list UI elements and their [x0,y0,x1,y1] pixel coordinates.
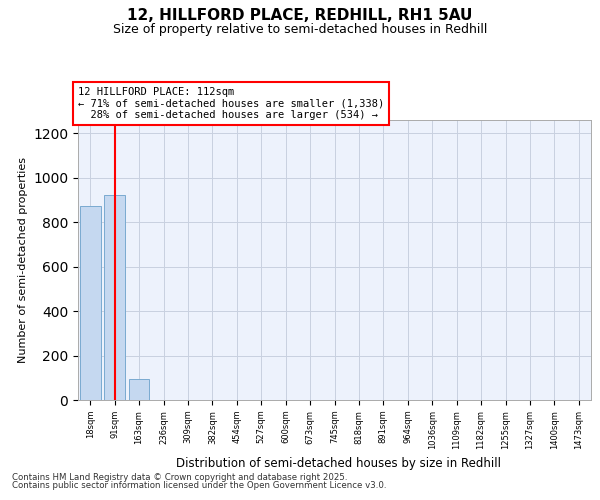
Text: Contains public sector information licensed under the Open Government Licence v3: Contains public sector information licen… [12,481,386,490]
Bar [80,206,101,400]
Text: Contains HM Land Registry data © Crown copyright and database right 2025.: Contains HM Land Registry data © Crown c… [12,472,347,482]
Bar [104,194,125,400]
Text: Distribution of semi-detached houses by size in Redhill: Distribution of semi-detached houses by … [176,458,502,470]
Text: 12 HILLFORD PLACE: 112sqm
← 71% of semi-detached houses are smaller (1,338)
  28: 12 HILLFORD PLACE: 112sqm ← 71% of semi-… [78,87,384,120]
Bar [128,379,149,400]
Text: Size of property relative to semi-detached houses in Redhill: Size of property relative to semi-detach… [113,22,487,36]
Text: 12, HILLFORD PLACE, REDHILL, RH1 5AU: 12, HILLFORD PLACE, REDHILL, RH1 5AU [127,8,473,22]
Y-axis label: Number of semi-detached properties: Number of semi-detached properties [17,157,28,363]
